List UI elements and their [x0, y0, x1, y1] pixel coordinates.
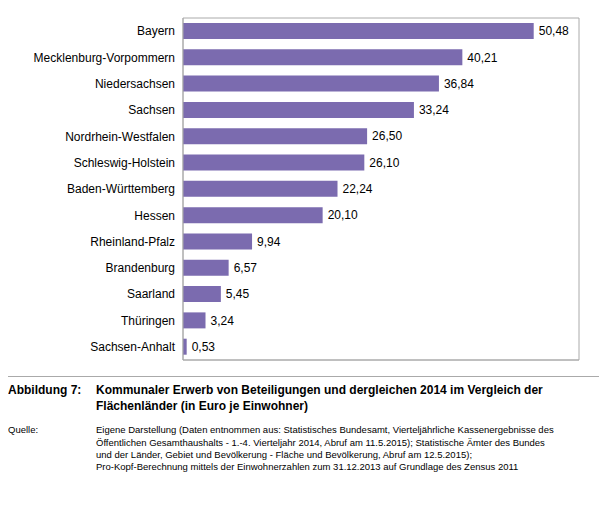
svg-text:3,24: 3,24	[211, 314, 235, 328]
html-text:Kommunaler Erwerb von Beteilig: Kommunaler Erwerb von Beteiligungen und …	[96, 383, 543, 413]
svg-text:Hessen: Hessen	[134, 209, 175, 223]
svg-text:Baden-Württemberg: Baden-Württemberg	[67, 182, 175, 196]
svg-text:20,10: 20,10	[328, 208, 358, 222]
html-text:Abbildung 7:: Abbildung 7:	[8, 383, 82, 397]
svg-text:6,57: 6,57	[234, 261, 258, 275]
svg-text:Brandenburg: Brandenburg	[106, 261, 175, 275]
svg-text:Mecklenburg-Vorpommern: Mecklenburg-Vorpommern	[34, 51, 175, 65]
svg-text:Schleswig-Holstein: Schleswig-Holstein	[74, 156, 175, 170]
svg-text:50,48: 50,48	[539, 24, 569, 38]
svg-text:Sachsen: Sachsen	[128, 103, 175, 117]
svg-text:Rheinland-Pfalz: Rheinland-Pfalz	[90, 235, 175, 249]
html-text:Eigene Darstellung (Daten entn: Eigene Darstellung (Daten entnommen aus:…	[96, 424, 554, 473]
svg-text:26,10: 26,10	[369, 156, 399, 170]
svg-text:Thüringen: Thüringen	[121, 314, 175, 328]
svg-text:33,24: 33,24	[419, 103, 449, 117]
svg-text:Bayern: Bayern	[137, 24, 175, 38]
svg-text:36,84: 36,84	[444, 77, 474, 91]
svg-text:5,45: 5,45	[226, 287, 250, 301]
svg-text:26,50: 26,50	[372, 129, 402, 143]
svg-text:0,53: 0,53	[192, 340, 216, 354]
svg-text:Sachsen-Anhalt: Sachsen-Anhalt	[90, 340, 175, 354]
svg-text:Nordrhein-Westfalen: Nordrhein-Westfalen	[65, 130, 175, 144]
html-text:Quelle:: Quelle:	[8, 424, 39, 436]
svg-text:22,24: 22,24	[343, 182, 373, 196]
svg-text:Saarland: Saarland	[127, 287, 175, 301]
svg-text:40,21: 40,21	[467, 51, 497, 65]
svg-text:Niedersachsen: Niedersachsen	[95, 77, 175, 91]
svg-text:9,94: 9,94	[257, 235, 281, 249]
